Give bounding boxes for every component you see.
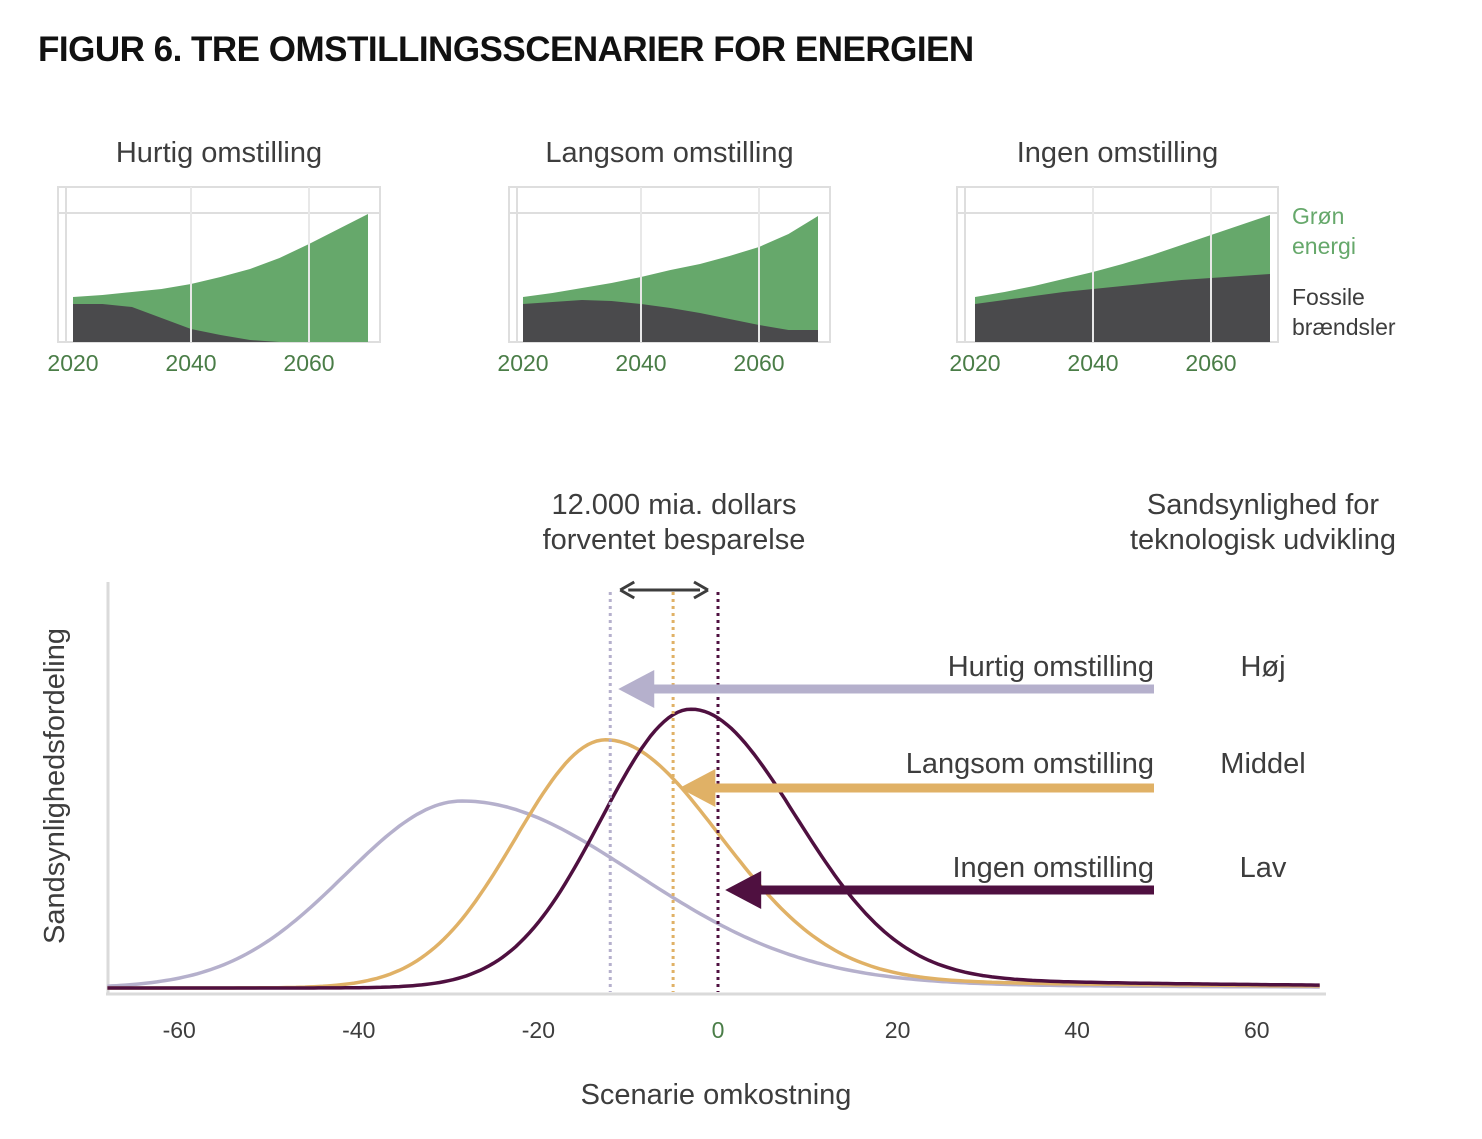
area-chart-1: Hurtig omstilling 2020 2040 2060 (47, 137, 381, 376)
distribution-chart: -60 -40 -20 0 20 40 60 Scenarie omkostning Sands… (39, 489, 1396, 1111)
x-tick-label: 2060 (283, 350, 334, 376)
x-tick-label: 2060 (733, 350, 784, 376)
x-tick-label: 2020 (497, 350, 548, 376)
chart-title: Langsom omstilling (545, 137, 793, 169)
label-langsom-omstilling: Langsom omstilling (906, 748, 1154, 780)
x-axis-label: Scenarie omkostning (581, 1079, 852, 1111)
arrow-ingen-omstilling-head (725, 871, 762, 909)
x-tick-label: 2020 (47, 350, 98, 376)
x-tick-label: 20 (885, 1017, 911, 1043)
arrow-langsom-omstilling-head (679, 769, 716, 807)
fossil-fuel-area (523, 300, 818, 342)
x-tick-label: -20 (522, 1017, 555, 1043)
curve-ingen-omstilling (107, 707, 1320, 990)
savings-annotation: 12.000 mia. dollars (551, 489, 796, 521)
probability-header: Sandsynlighed for (1147, 489, 1379, 521)
savings-annotation: forventet besparelse (543, 524, 806, 556)
green-energy-area (73, 214, 368, 342)
x-tick-label: 2040 (165, 350, 216, 376)
x-tick-label: -40 (342, 1017, 375, 1043)
arrow-hurtig-omstilling-head (618, 670, 655, 708)
legend-fossil: brændsler (1292, 314, 1396, 340)
area-chart-3: Ingen omstilling 2020 2040 2060 (949, 137, 1279, 376)
probability-hoj: Høj (1240, 651, 1285, 683)
x-tick-label: 40 (1064, 1017, 1090, 1043)
label-ingen-omstilling: Ingen omstilling (953, 852, 1155, 884)
probability-middel: Middel (1220, 748, 1305, 780)
y-axis-label: Sandsynlighedsfordeling (39, 628, 71, 944)
label-hurtig-omstilling: Hurtig omstilling (948, 651, 1154, 683)
x-tick-label: 2020 (949, 350, 1000, 376)
legend-green-energy: energi (1292, 233, 1356, 259)
x-tick-label: 2040 (1067, 350, 1118, 376)
savings-arrow-head-left (619, 580, 635, 600)
x-tick-label: 0 (712, 1017, 725, 1043)
chart-title: Hurtig omstilling (116, 137, 322, 169)
x-tick-label: -60 (163, 1017, 196, 1043)
probability-header: teknologisk udvikling (1130, 524, 1396, 556)
figure-title: FIGUR 6. TRE OMSTILLINGSSCENARIER FOR EN… (38, 30, 974, 69)
legend-fossil: Fossile (1292, 284, 1365, 310)
savings-arrow-head-right (693, 580, 709, 600)
probability-lav: Lav (1240, 852, 1287, 884)
x-tick-label: 2040 (615, 350, 666, 376)
fossil-fuel-area (73, 304, 368, 342)
area-chart-2: Langsom omstilling 2020 2040 2060 (497, 137, 831, 376)
x-tick-label: 2060 (1185, 350, 1236, 376)
legend-green-energy: Grøn (1292, 203, 1344, 229)
chart-title: Ingen omstilling (1017, 137, 1219, 169)
x-tick-label: 60 (1244, 1017, 1270, 1043)
fossil-fuel-area (975, 274, 1270, 342)
